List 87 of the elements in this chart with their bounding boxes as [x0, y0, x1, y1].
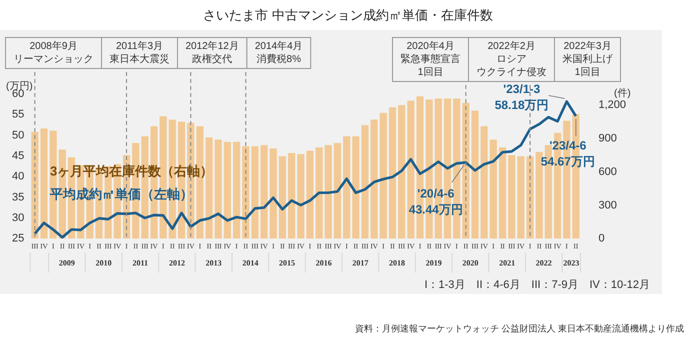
text: 2008年9月	[30, 40, 78, 52]
text: 2023	[563, 258, 580, 268]
text: 2011年3月	[116, 40, 164, 52]
y-tick-label: 45	[12, 150, 24, 162]
bar	[224, 142, 231, 239]
bar	[334, 142, 342, 239]
text: 2019	[426, 258, 442, 268]
annotation: 43.44万円	[408, 202, 463, 217]
bar	[205, 137, 213, 239]
text: 政権交代	[192, 52, 232, 65]
bar	[490, 140, 497, 239]
bar	[498, 147, 506, 239]
y2-tick-label: 1,200	[598, 99, 626, 112]
bar	[352, 136, 360, 239]
annotation: 54.67万円	[540, 154, 595, 168]
y2-tick-label: 300	[598, 199, 617, 212]
text: 2010	[96, 258, 112, 268]
bar	[270, 148, 277, 239]
text: ロシア	[496, 54, 526, 65]
y-tick-label: 35	[12, 191, 24, 204]
text: 東日本大震災	[110, 52, 170, 65]
bar	[324, 145, 332, 239]
bar	[536, 152, 543, 239]
bar	[388, 107, 396, 239]
text: 資料：月例速報マーケットウォッチ 公益財団法人 東日本不動産流通機構より作成	[354, 323, 684, 334]
text: 1回目	[574, 66, 600, 78]
text: 2017	[352, 258, 368, 268]
text: 2020	[462, 258, 478, 268]
text: 2022年2月	[488, 40, 536, 52]
annotation: '23/4-6	[549, 138, 587, 152]
annotation: 58.18万円	[494, 98, 549, 112]
y-tick-label: 50	[12, 129, 24, 142]
chart-title: さいたま市 中古マンション成約㎡単価・在庫件数	[203, 8, 493, 23]
bar	[361, 125, 369, 239]
text: リーマンショック	[14, 54, 94, 65]
annotation: '20/4-6	[417, 186, 455, 201]
text: 2012	[168, 258, 185, 268]
text: 2011	[132, 258, 148, 268]
text: 2018	[389, 258, 406, 268]
bar	[242, 146, 250, 239]
bar	[297, 154, 304, 239]
annotation: '23/1-3	[503, 82, 540, 96]
bar	[480, 126, 488, 239]
text: 2016	[316, 258, 332, 268]
text: 米国利上げ	[562, 52, 614, 65]
text: 1回目	[418, 66, 444, 78]
text: 2014年4月	[254, 40, 303, 52]
bar	[343, 136, 350, 239]
text: 2020年4月	[406, 40, 454, 52]
y2-tick-label: 600	[598, 166, 617, 178]
text: 2015	[279, 258, 296, 268]
text: 2014	[242, 258, 258, 268]
bar	[508, 155, 516, 239]
bar	[526, 156, 534, 239]
y-tick-label: 30	[12, 212, 24, 224]
text: 2009	[58, 258, 75, 268]
bar	[278, 156, 286, 239]
y2-tick-label: 900	[598, 132, 617, 145]
text: 2013	[206, 258, 222, 268]
text: ウクライナ侵攻	[476, 66, 546, 78]
text: 2012年12月	[185, 40, 239, 52]
bar	[471, 110, 479, 239]
text: I：1-3月 II：4-6月 III：7-9月 IV：10-12月	[424, 279, 650, 292]
y-tick-label: 25	[12, 232, 24, 245]
text: 消費税8%	[256, 52, 302, 65]
bar	[233, 142, 240, 239]
bar	[288, 152, 296, 239]
y-tick-label: 40	[12, 170, 24, 183]
bar	[40, 128, 48, 239]
bar	[517, 156, 524, 239]
bar	[214, 140, 222, 239]
text: 2022年3月	[564, 40, 612, 52]
bar	[306, 150, 314, 239]
text: 2022	[536, 258, 552, 268]
text: 2021	[499, 258, 516, 268]
bar	[260, 145, 268, 239]
bar	[316, 147, 323, 239]
bar	[251, 146, 258, 239]
y2-tick-label: 0	[598, 232, 605, 245]
text: 緊急事態宣言	[400, 52, 460, 65]
bar	[398, 105, 406, 239]
series-label: 平均成約㎡単価（左軸）	[49, 186, 193, 202]
bar	[31, 132, 38, 239]
y-tick-label: 55	[12, 108, 24, 121]
bar	[370, 120, 378, 239]
bar	[380, 112, 387, 239]
y2-axis-title: (件)	[614, 88, 631, 99]
